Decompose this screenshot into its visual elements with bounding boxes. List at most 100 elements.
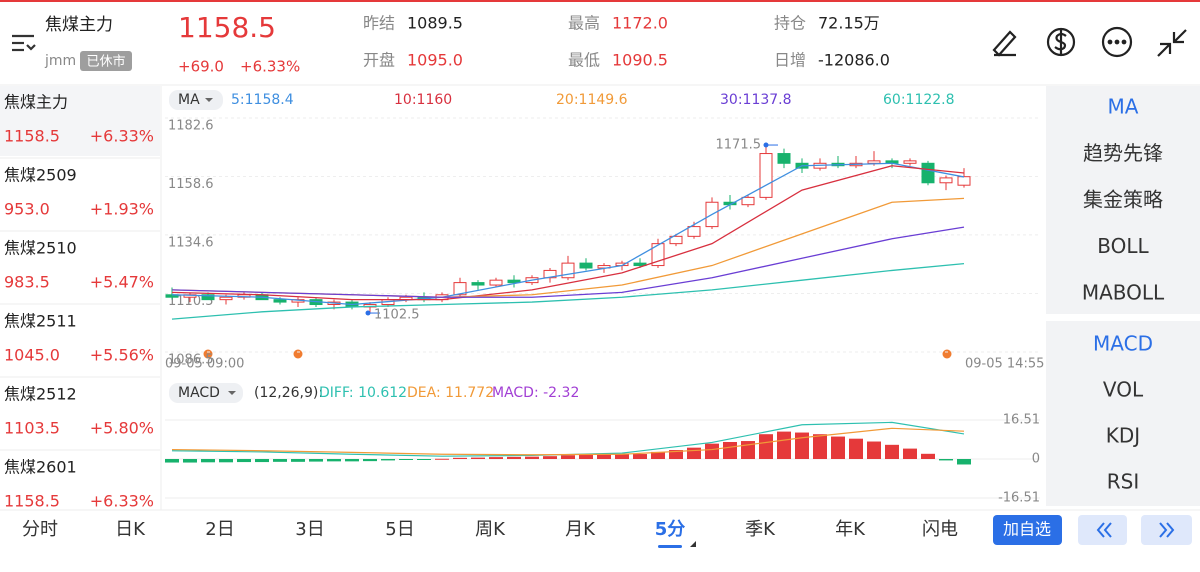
macd-bar: [327, 459, 341, 462]
tab[interactable]: 2日: [205, 519, 234, 540]
stat-value: 1089.5: [407, 14, 463, 33]
macd-tick-label: 0: [1032, 452, 1040, 467]
tab[interactable]: 5日: [385, 519, 414, 540]
stats: 昨结 1089.5 最高 1172.0 持仓 72.15万 开盘 1095.0 …: [363, 14, 890, 70]
contract-pct: +5.56%: [90, 346, 154, 365]
ma-line: [171, 226, 965, 298]
tab[interactable]: 日K: [115, 519, 146, 540]
candle-body: [453, 282, 467, 296]
macd-bar: [957, 459, 971, 465]
macd-params: (12,26,9):: [254, 385, 323, 401]
macd-bar: [489, 457, 503, 459]
stat-value: -12086.0: [818, 51, 890, 70]
prev-icon: [1096, 522, 1112, 538]
currency-icon[interactable]: [1046, 27, 1076, 57]
ma-selector[interactable]: [169, 90, 223, 110]
status-badge: [80, 51, 132, 71]
contract-price: 1045.0: [4, 346, 60, 365]
contract-price: 1158.5: [4, 492, 60, 511]
macd-bar: [525, 456, 539, 459]
indicator[interactable]: MACD: [1093, 332, 1153, 356]
candle-body: [507, 279, 521, 284]
candle-body: [777, 153, 791, 164]
tab[interactable]: 闪电: [922, 519, 958, 540]
start-time: 09-05 09:00: [165, 357, 244, 372]
change-pct: +6.33%: [240, 58, 300, 76]
selected-row: [0, 86, 160, 156]
tab[interactable]: 周K: [475, 519, 506, 540]
contract-pct: +5.47%: [90, 273, 154, 292]
contract-name: 焦煤主力: [4, 93, 68, 112]
indicator[interactable]: 集金策略: [1083, 188, 1163, 212]
candle-body: [867, 160, 881, 164]
candle-body: [759, 153, 773, 198]
tab-arrow: [690, 541, 696, 547]
contract-name: 焦煤2512: [4, 385, 77, 404]
macd-bar: [363, 459, 377, 462]
macd-bar: [561, 455, 575, 459]
period-tabs: 分时 日K 2日 3日 5日 周K 月K 5分 季K 年K 闪电: [22, 519, 958, 548]
candle-body: [921, 162, 935, 184]
indicator[interactable]: RSI: [1107, 470, 1140, 494]
macd-bar: [903, 448, 917, 459]
macd-bar: [939, 459, 953, 461]
dropdown-arrow: [228, 391, 236, 395]
tab[interactable]: 季K: [745, 519, 776, 540]
contract-price: 953.0: [4, 200, 50, 219]
event-dot[interactable]: [203, 349, 213, 359]
macd-selector-label: MACD: [178, 385, 220, 401]
candle-body: [273, 299, 287, 303]
tab[interactable]: 年K: [835, 519, 866, 540]
event-dot[interactable]: [942, 349, 952, 359]
macd-bar: [453, 457, 467, 459]
add-watchlist-label: 加自选: [1003, 520, 1051, 539]
macd-bar: [795, 432, 809, 459]
macd-bar: [849, 438, 863, 459]
menu-icon[interactable]: [12, 34, 36, 52]
add-watchlist-button[interactable]: [993, 515, 1062, 545]
contract-price: 1103.5: [4, 419, 60, 438]
macd-bar: [723, 441, 737, 459]
tab-underline: [658, 545, 682, 548]
contract-name: 焦煤2601: [4, 458, 77, 477]
ma-label: 5:1158.4: [231, 92, 294, 108]
indicator[interactable]: VOL: [1103, 378, 1144, 402]
prev-button[interactable]: [1078, 515, 1127, 545]
indicator[interactable]: 趋势先锋: [1083, 141, 1163, 165]
contract-pct: +1.93%: [90, 200, 154, 219]
indicator[interactable]: MABOLL: [1082, 281, 1165, 305]
ma-label: 10:1160: [394, 92, 452, 108]
status: 已休市: [86, 54, 125, 70]
event-dot[interactable]: [293, 349, 303, 359]
candle-body: [579, 262, 593, 269]
macd-bar: [345, 459, 359, 462]
candle-body: [471, 282, 485, 286]
diff-label: DIFF: 10.612: [319, 385, 407, 401]
draw-icon[interactable]: [992, 30, 1017, 57]
collapse-icon[interactable]: [1157, 29, 1187, 57]
contract-price: 1158.5: [4, 127, 60, 146]
macd-bar: [921, 453, 935, 459]
code: jmm: [44, 53, 76, 69]
annotation-label: 1171.5: [716, 138, 762, 153]
macd-bar: [381, 459, 395, 461]
annotation-dot: [365, 310, 371, 316]
macd-bar: [291, 459, 305, 462]
macd-bar: [597, 454, 611, 459]
indicator[interactable]: KDJ: [1106, 424, 1140, 448]
indicator[interactable]: MA: [1108, 95, 1139, 119]
stat-label: 开盘: [363, 51, 395, 70]
candle-body: [687, 226, 701, 237]
tab[interactable]: 分时: [22, 519, 58, 540]
tab[interactable]: 3日: [295, 519, 324, 540]
tab[interactable]: 5分: [655, 519, 686, 540]
contract-pct: +5.80%: [90, 419, 154, 438]
macd-selector[interactable]: [169, 383, 243, 403]
tab[interactable]: 月K: [565, 519, 596, 540]
indicator[interactable]: BOLL: [1097, 234, 1149, 258]
more-icon[interactable]: [1101, 26, 1133, 58]
macd-bar: [399, 459, 413, 460]
candle-body: [633, 262, 647, 267]
